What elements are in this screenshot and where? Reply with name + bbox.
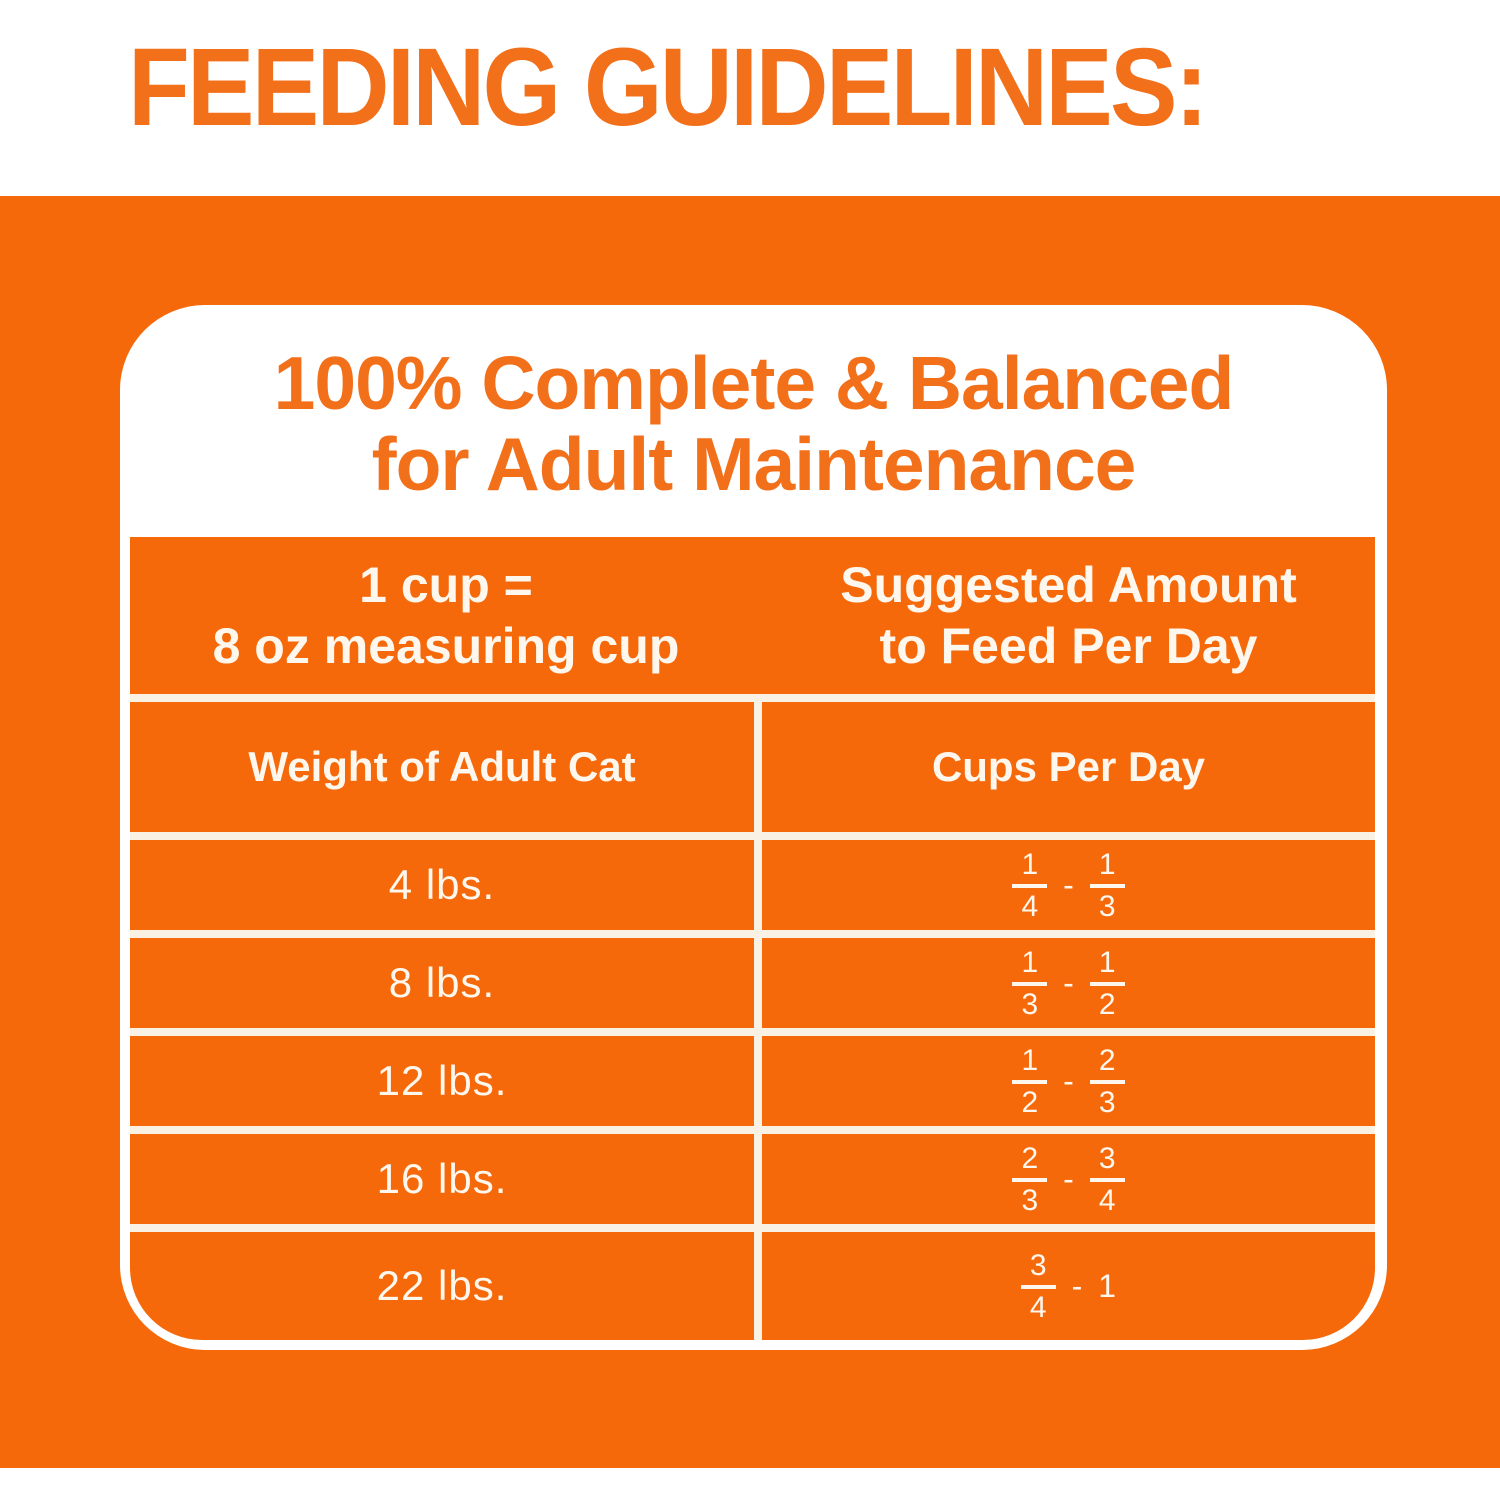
top-band: FEEDING GUIDELINES: [0, 0, 1500, 196]
range-dash: - [1063, 965, 1074, 1001]
cups-column-header: Cups Per Day [931, 743, 1206, 790]
column-divider [754, 1134, 762, 1224]
column-divider [754, 938, 762, 1028]
column-divider [754, 840, 762, 930]
fraction-numerator: 1 [1089, 947, 1125, 986]
suggested-amount-line2: to Feed Per Day [879, 617, 1258, 674]
card-title-line2: for Adult Maintenance [371, 422, 1137, 506]
fraction-denominator: 4 [1021, 889, 1039, 923]
fraction-numerator: 2 [1089, 1045, 1125, 1084]
weight-cell-label: 12 lbs. [376, 1057, 508, 1104]
card-title: 100% Complete & Balanced for Adult Maint… [120, 305, 1387, 505]
weight-column-header: Weight of Adult Cat [248, 743, 636, 790]
whole-number: 1 [1098, 1268, 1117, 1304]
weight-cell: 12 lbs. [130, 1036, 754, 1126]
fraction-denominator: 4 [1098, 1183, 1116, 1217]
suggested-amount-header: Suggested Amount to Feed Per Day [762, 537, 1375, 694]
range-dash: - [1063, 867, 1074, 903]
fraction-numerator: 1 [1012, 849, 1048, 888]
fraction-numerator: 1 [1089, 849, 1125, 888]
column-divider [754, 1232, 762, 1340]
table-header-band: 1 cup = 8 oz measuring cup Suggested Amo… [130, 537, 1375, 694]
weight-cell: 4 lbs. [130, 840, 754, 930]
fraction-denominator: 3 [1098, 1085, 1116, 1119]
card-title-line1: 100% Complete & Balanced [273, 341, 1235, 425]
weight-cell: 16 lbs. [130, 1134, 754, 1224]
weight-cell-label: 22 lbs. [376, 1262, 508, 1309]
cup-definition-header: 1 cup = 8 oz measuring cup [130, 537, 762, 694]
weight-cell-label: 16 lbs. [376, 1155, 508, 1202]
weight-cell-label: 8 lbs. [388, 959, 496, 1006]
fraction-denominator: 2 [1021, 1085, 1039, 1119]
weight-cell: 8 lbs. [130, 938, 754, 1028]
suggested-amount-line1: Suggested Amount [840, 556, 1297, 613]
fraction-numerator: 2 [1012, 1143, 1048, 1182]
cup-definition-line2: 8 oz measuring cup [212, 617, 680, 674]
weight-cell-label: 4 lbs. [388, 861, 496, 908]
fraction-numerator: 3 [1020, 1250, 1056, 1289]
fraction-denominator: 2 [1098, 987, 1116, 1021]
page-title: FEEDING GUIDELINES: [128, 26, 1208, 149]
fraction-numerator: 1 [1012, 947, 1048, 986]
fraction-numerator: 3 [1089, 1143, 1125, 1182]
column-divider [754, 702, 762, 832]
range-dash: - [1071, 1268, 1083, 1304]
fraction-numerator: 1 [1012, 1045, 1048, 1084]
range-dash: - [1063, 1161, 1074, 1197]
cup-definition-line1: 1 cup = [359, 556, 533, 613]
orange-background: 100% Complete & Balanced for Adult Maint… [0, 196, 1500, 1468]
column-header-row: Weight of Adult Cat Cups Per Day [130, 694, 1375, 832]
fraction-denominator: 4 [1029, 1290, 1047, 1324]
fraction-denominator: 3 [1021, 987, 1039, 1021]
feeding-table: 1 cup = 8 oz measuring cup Suggested Amo… [130, 537, 1375, 1340]
guidelines-card: 100% Complete & Balanced for Adult Maint… [120, 305, 1387, 1350]
range-dash: - [1063, 1063, 1074, 1099]
column-divider [754, 1036, 762, 1126]
fraction-denominator: 3 [1098, 889, 1116, 923]
fraction-denominator: 3 [1021, 1183, 1039, 1217]
weight-cell: 22 lbs. [130, 1232, 754, 1340]
